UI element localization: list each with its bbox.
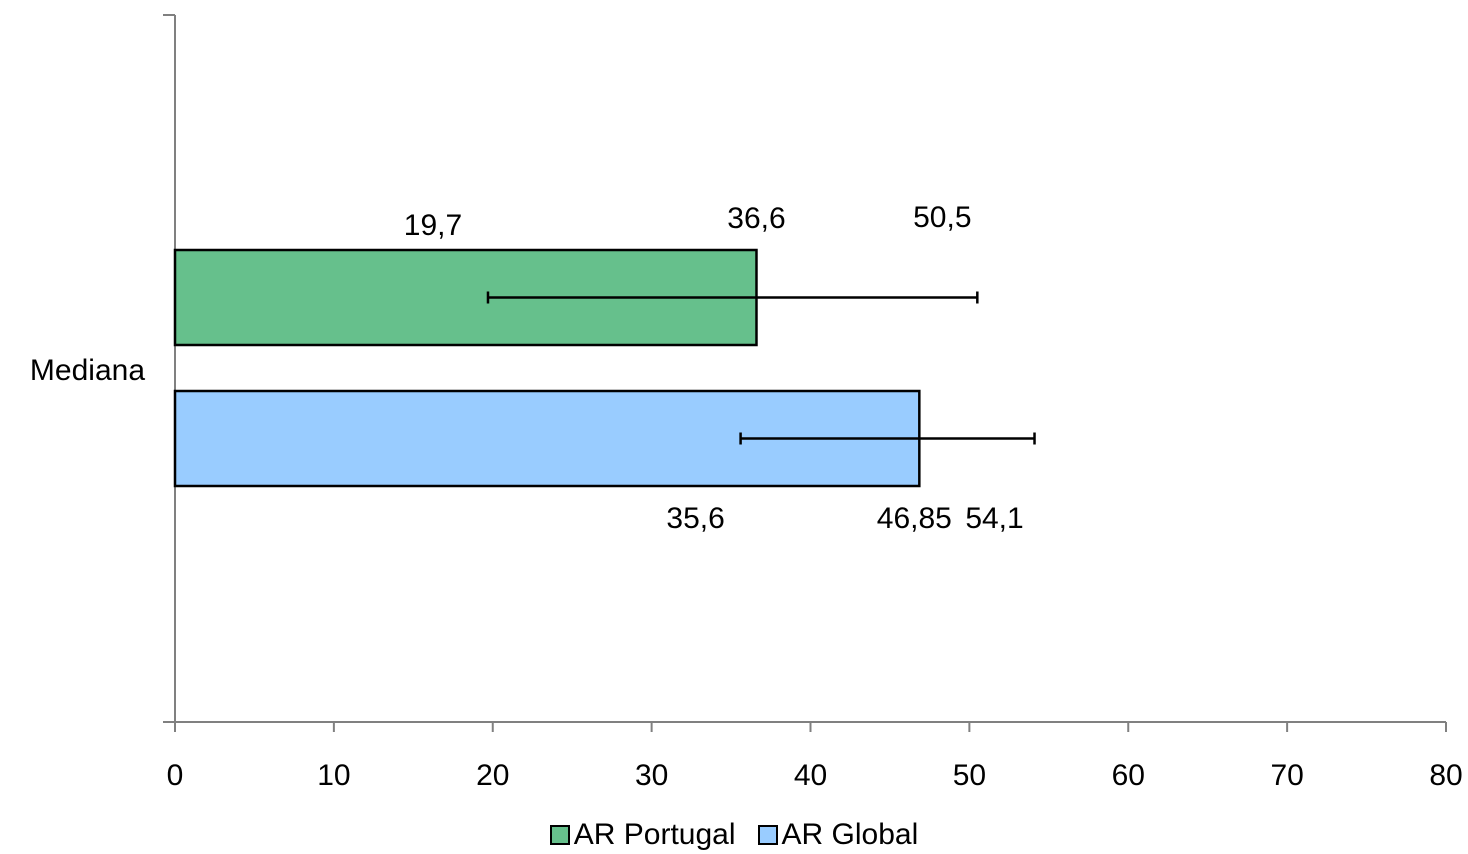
legend-swatch-ar-global bbox=[757, 825, 778, 845]
legend: AR Portugal AR Global bbox=[0, 816, 1468, 854]
data-label-low-ar-global: 35,6 bbox=[666, 502, 724, 535]
x-tick-label: 60 bbox=[1112, 759, 1145, 792]
x-tick-label: 10 bbox=[317, 759, 350, 792]
legend-label-ar-portugal: AR Portugal bbox=[573, 818, 736, 851]
x-tick-label: 40 bbox=[794, 759, 827, 792]
legend-swatch-ar-portugal bbox=[549, 825, 570, 845]
x-tick-label: 50 bbox=[953, 759, 986, 792]
bar-chart: 0 10 20 30 40 50 60 70 80 19,7 36,6 50,5 35,6 46,85 5… bbox=[30, 14, 1463, 792]
data-label-value-ar-global: 46,85 bbox=[877, 502, 952, 535]
data-label-value-ar-portugal: 36,6 bbox=[727, 202, 785, 235]
x-tick-label: 30 bbox=[635, 759, 668, 792]
x-axis-ticks: 0 10 20 30 40 50 60 70 80 bbox=[167, 722, 1463, 792]
category-label: Mediana bbox=[30, 354, 145, 387]
x-tick-label: 20 bbox=[476, 759, 509, 792]
x-tick-label: 80 bbox=[1429, 759, 1462, 792]
bars-group: 19,7 36,6 50,5 35,6 46,85 54,1 bbox=[173, 201, 1036, 535]
legend-label-ar-global: AR Global bbox=[781, 818, 919, 851]
data-label-high-ar-portugal: 50,5 bbox=[913, 201, 971, 234]
x-tick-label: 70 bbox=[1270, 759, 1303, 792]
x-tick-label: 0 bbox=[167, 759, 184, 792]
legend-item-ar-portugal: AR Portugal bbox=[549, 818, 736, 852]
data-label-low-ar-portugal: 19,7 bbox=[404, 209, 462, 242]
data-label-high-ar-global: 54,1 bbox=[965, 502, 1023, 535]
legend-item-ar-global: AR Global bbox=[757, 818, 919, 852]
